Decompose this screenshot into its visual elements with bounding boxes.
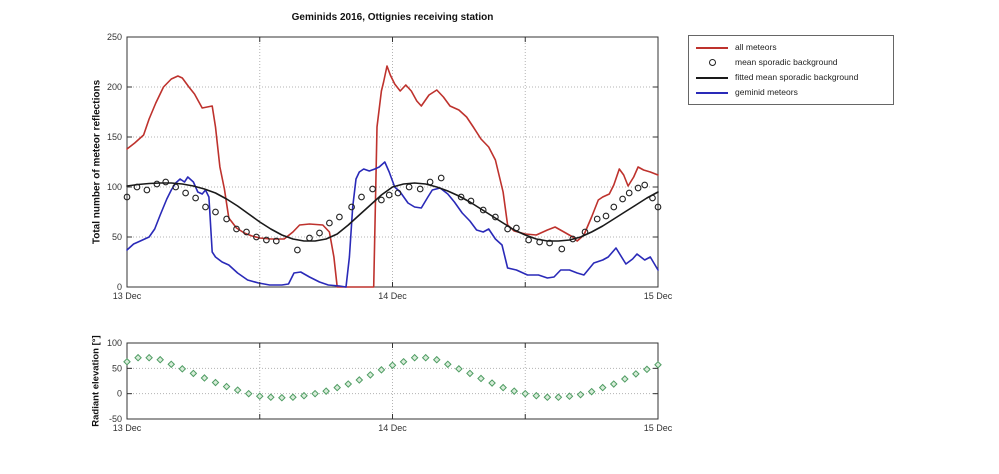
legend-label: mean sporadic background (735, 57, 838, 67)
svg-text:100: 100 (107, 338, 122, 348)
chart-title: Geminids 2016, Ottignies receiving stati… (291, 12, 494, 23)
legend-item-all-meteors: all meteors (689, 40, 893, 55)
svg-text:14 Dec: 14 Dec (378, 423, 407, 433)
svg-text:13 Dec: 13 Dec (113, 291, 142, 301)
svg-text:50: 50 (112, 363, 122, 373)
black-line-swatch (689, 76, 735, 79)
svg-text:200: 200 (107, 82, 122, 92)
legend-item-fitted-background: fitted mean sporadic background (689, 70, 893, 85)
svg-text:0: 0 (117, 389, 122, 399)
svg-text:50: 50 (112, 232, 122, 242)
legend-item-mean-sporadic-background: mean sporadic background (689, 55, 893, 70)
svg-text:-50: -50 (109, 414, 122, 424)
legend-item-geminid-meteors: geminid meteors (689, 85, 893, 100)
svg-text:14 Dec: 14 Dec (378, 291, 407, 301)
svg-text:15 Dec: 15 Dec (644, 423, 673, 433)
svg-text:100: 100 (107, 182, 122, 192)
svg-text:13 Dec: 13 Dec (113, 423, 142, 433)
svg-text:150: 150 (107, 132, 122, 142)
legend: all meteors mean sporadic background fit… (688, 35, 894, 105)
svg-text:15 Dec: 15 Dec (644, 291, 673, 301)
blue-line-swatch (689, 91, 735, 94)
legend-label: geminid meteors (735, 87, 798, 97)
legend-label: fitted mean sporadic background (735, 72, 859, 82)
circle-marker-swatch (689, 59, 735, 66)
legend-label: all meteors (735, 42, 777, 52)
red-line-swatch (689, 46, 735, 49)
svg-text:250: 250 (107, 32, 122, 42)
svg-text:0: 0 (117, 282, 122, 292)
